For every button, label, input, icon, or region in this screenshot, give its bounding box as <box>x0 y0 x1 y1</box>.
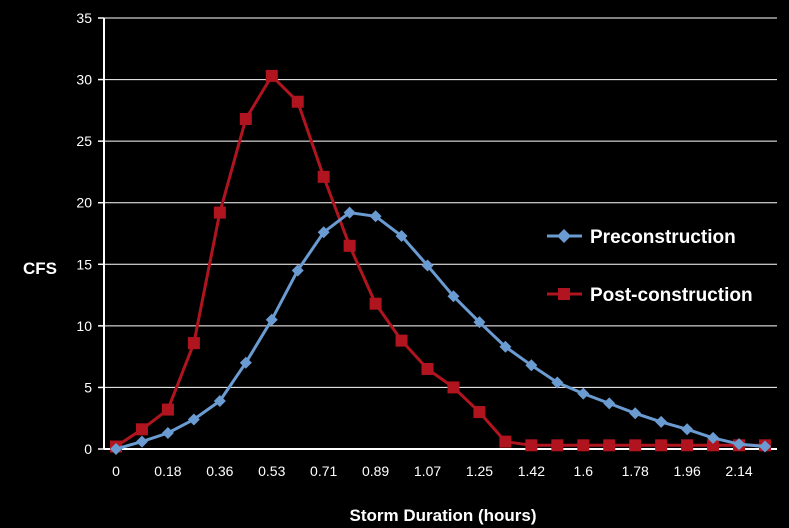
x-tick-label: 1.07 <box>414 463 441 479</box>
series-post-construction <box>110 69 771 453</box>
series-preconstruction <box>110 206 771 455</box>
data-point <box>135 423 148 436</box>
data-point <box>421 362 434 375</box>
data-point <box>603 439 616 452</box>
x-tick-label: 2.14 <box>725 463 752 479</box>
data-point <box>629 439 642 452</box>
legend: Preconstruction Post-construction <box>547 227 753 306</box>
data-point <box>707 431 720 444</box>
x-tick-label: 1.78 <box>622 463 649 479</box>
y-tick-label: 0 <box>84 441 92 457</box>
data-point <box>603 397 616 410</box>
series-line <box>115 74 765 448</box>
legend-marker <box>557 229 571 243</box>
y-tick-label: 20 <box>76 195 92 211</box>
x-tick-label: 0.89 <box>362 463 389 479</box>
data-point <box>473 316 486 329</box>
x-axis-title: Storm Duration (hours) <box>350 506 537 525</box>
data-point <box>187 413 200 426</box>
legend-entry: Post-construction <box>547 285 753 306</box>
data-point <box>525 359 538 372</box>
data-point <box>629 407 642 420</box>
y-tick-labels: 0 5 10 15 20 25 30 35 <box>76 10 92 457</box>
x-tick-label: 0.53 <box>258 463 285 479</box>
y-tick-label: 5 <box>84 379 92 395</box>
data-point <box>239 356 252 369</box>
legend-label: Preconstruction <box>590 227 736 248</box>
data-point <box>655 439 668 452</box>
data-point <box>681 423 694 436</box>
x-tick-labels: 0 0.18 0.36 0.53 0.71 0.89 1.07 1.25 1.42 1.6 1.78… <box>112 463 753 479</box>
data-point <box>759 440 771 453</box>
data-point <box>551 439 564 452</box>
x-tick-label: 1.25 <box>466 463 493 479</box>
x-tick-label: 0.71 <box>310 463 337 479</box>
data-point <box>110 443 122 455</box>
legend-entry: Preconstruction <box>547 227 736 248</box>
data-point <box>161 426 174 439</box>
gridlines <box>104 17 777 450</box>
y-tick-label: 25 <box>76 133 92 149</box>
data-point <box>733 438 746 451</box>
data-point <box>551 376 564 389</box>
data-point <box>421 259 434 272</box>
x-tick-label: 1.6 <box>574 463 594 479</box>
data-point <box>317 226 330 239</box>
data-point <box>213 206 226 219</box>
data-point <box>395 229 408 242</box>
x-tick-label: 1.96 <box>673 463 700 479</box>
data-point <box>395 334 408 347</box>
data-point <box>577 439 590 452</box>
data-point <box>291 95 304 108</box>
data-point <box>447 290 460 303</box>
data-point <box>265 313 278 326</box>
data-point <box>369 210 382 223</box>
data-point <box>343 206 356 219</box>
y-tick-label: 10 <box>76 318 92 334</box>
y-tick-label: 30 <box>76 72 92 88</box>
data-point <box>317 170 330 183</box>
data-point <box>681 439 694 452</box>
data-point <box>213 394 226 407</box>
data-point <box>473 406 486 419</box>
data-point <box>707 439 720 452</box>
x-tick-label: 0.18 <box>154 463 181 479</box>
x-tick-label: 0.36 <box>206 463 233 479</box>
data-point <box>369 297 382 310</box>
x-tick-label: 0 <box>112 463 120 479</box>
series-group <box>110 69 771 455</box>
legend-label: Post-construction <box>590 285 753 306</box>
data-point <box>343 239 356 252</box>
data-point <box>655 415 668 428</box>
y-axis-title: CFS <box>23 259 57 278</box>
y-tick-label: 35 <box>76 10 92 26</box>
data-point <box>161 403 174 416</box>
data-point <box>135 435 148 448</box>
data-point <box>291 264 304 277</box>
legend-marker <box>558 288 570 300</box>
y-tick-label: 15 <box>76 256 92 272</box>
data-point <box>265 69 278 82</box>
data-point <box>239 112 252 125</box>
data-point <box>499 340 512 353</box>
x-tick-label: 1.42 <box>518 463 545 479</box>
data-point <box>187 337 200 350</box>
data-point <box>447 381 460 394</box>
data-point <box>499 435 512 448</box>
data-point <box>525 439 538 452</box>
data-point <box>577 387 590 400</box>
